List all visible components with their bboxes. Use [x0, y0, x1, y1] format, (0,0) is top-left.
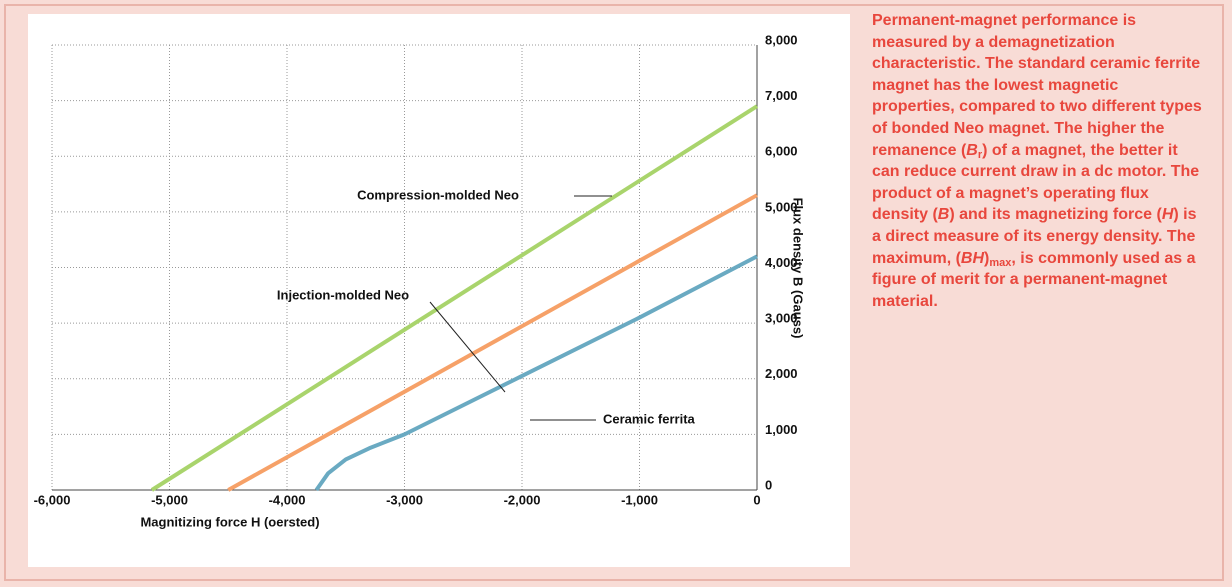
x-tick-label: 0 — [753, 492, 760, 507]
y-tick-label: 4,000 — [765, 255, 798, 270]
series-label: Compression-molded Neo — [357, 187, 519, 202]
series-line — [227, 193, 758, 492]
chart-panel — [28, 14, 850, 567]
caption: Permanent-magnet performance is measured… — [872, 10, 1202, 312]
series-line — [314, 254, 758, 492]
caption-symbol: H — [1161, 206, 1174, 224]
y-axis-label: Flux density B (Gauss) — [791, 198, 806, 339]
frame — [4, 4, 1224, 581]
caption-subscript: max — [989, 256, 1012, 269]
x-tick-label: -2,000 — [504, 492, 541, 507]
caption-symbol: BH — [960, 249, 985, 267]
caption-subscript: r — [977, 148, 983, 161]
y-tick-label: 6,000 — [765, 144, 798, 159]
x-tick-label: -1,000 — [621, 492, 658, 507]
y-tick-label: 7,000 — [765, 88, 798, 103]
y-tick-label: 0 — [765, 477, 772, 492]
leader-line — [429, 301, 506, 393]
x-tick-label: -3,000 — [386, 492, 423, 507]
caption-text: Permanent-magnet performance is measured… — [872, 12, 1202, 159]
caption-text: ) — [984, 249, 990, 267]
x-tick-label: -6,000 — [34, 492, 71, 507]
caption-text: ) of a magnet, the better it can reduce … — [872, 141, 1200, 224]
y-tick-label: 2,000 — [765, 366, 798, 381]
y-tick-label: 3,000 — [765, 311, 798, 326]
y-tick-label: 1,000 — [765, 422, 798, 437]
chart: Magnitizing force H (oersted) Flux densi… — [28, 14, 850, 567]
caption-text: ) and its magnetizing force ( — [949, 206, 1162, 224]
series-line — [150, 104, 759, 492]
caption-symbol: B — [937, 206, 950, 224]
x-tick-label: -4,000 — [269, 492, 306, 507]
x-axis-label: Magnitizing force H (oersted) — [140, 514, 319, 529]
series-label: Ceramic ferrita — [603, 411, 696, 426]
x-tick-label: -5,000 — [151, 492, 188, 507]
caption-symbol: B — [966, 141, 978, 159]
caption-text: ) is a direct measure of its energy dens… — [872, 206, 1197, 267]
series-label: Injection-molded Neo — [277, 287, 409, 302]
caption-text: , is commonly used as a figure of merit … — [872, 249, 1196, 310]
y-tick-label: 5,000 — [765, 199, 798, 214]
y-tick-label: 8,000 — [765, 32, 798, 47]
